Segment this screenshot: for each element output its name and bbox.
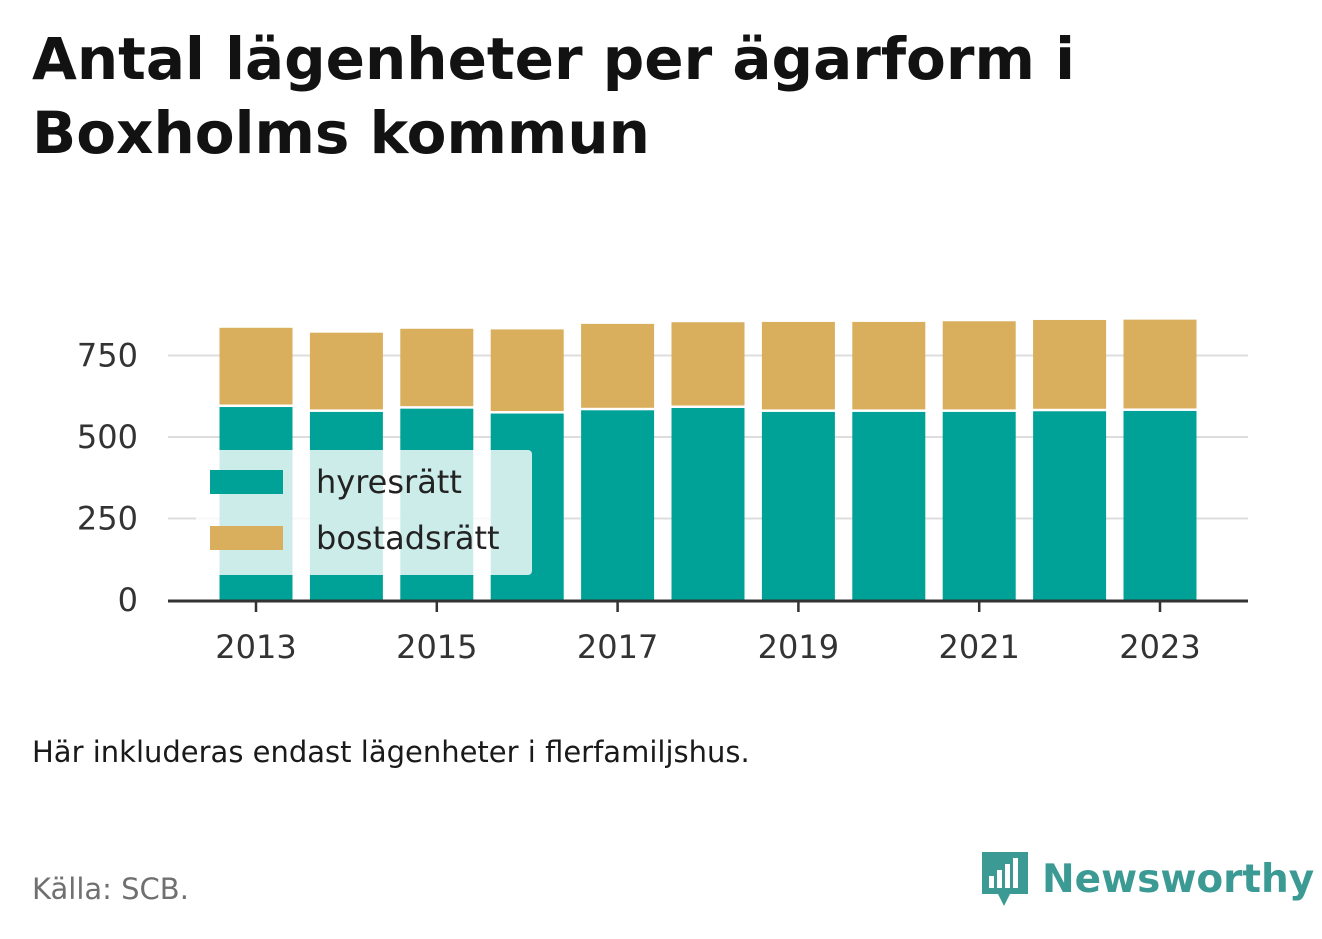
bar-hyresratt (852, 411, 926, 600)
x-tick-label: 2013 (215, 628, 296, 666)
chart-note: Här inkluderas endast lägenheter i flerf… (32, 735, 750, 769)
bar-bostadsratt (1123, 319, 1197, 409)
bar-chart: 0 250 500 750 2013 2015 2017 2019 2021 2023 hyres… (77, 319, 1248, 666)
bar-bostadsratt (671, 322, 745, 406)
legend-label: bostadsrätt (316, 519, 500, 557)
legend-swatch (210, 470, 283, 494)
bar-bostadsratt (219, 327, 293, 405)
source-text: Källa: SCB. (32, 872, 189, 906)
bar-bostadsratt (1033, 319, 1107, 409)
y-tick-label: 500 (77, 418, 138, 456)
y-tick-label: 250 (77, 500, 138, 538)
bar-bostadsratt (761, 321, 835, 410)
axes: 0 250 500 750 2013 2015 2017 2019 2021 2023 (77, 337, 1248, 666)
brand-name: Newsworthy (1042, 856, 1315, 902)
bar-hyresratt (942, 411, 1016, 600)
legend-label: hyresrätt (316, 463, 462, 501)
bar-hyresratt (671, 408, 745, 600)
x-tick-label: 2015 (396, 628, 477, 666)
x-tick-label: 2017 (577, 628, 658, 666)
brand-logo: Newsworthy (980, 850, 1314, 908)
x-tick-label: 2023 (1119, 628, 1200, 666)
bar-bostadsratt (309, 332, 383, 410)
legend-swatch (210, 526, 283, 550)
bar-bostadsratt (490, 329, 564, 412)
bar-hyresratt (1033, 411, 1107, 600)
bar-bostadsratt (400, 328, 474, 407)
bar-bostadsratt (581, 323, 655, 408)
bar-hyresratt (1123, 410, 1197, 600)
x-tick-label: 2021 (938, 628, 1019, 666)
y-tick-label: 0 (118, 581, 138, 619)
legend: hyresrätt bostadsrätt (196, 450, 532, 575)
x-tick-label: 2019 (758, 628, 839, 666)
bar-bostadsratt (852, 321, 926, 410)
y-tick-label: 750 (77, 337, 138, 375)
bar-bostadsratt (942, 321, 1016, 410)
newsworthy-logo-icon (982, 852, 1028, 906)
chart-title: Antal lägenheter per ägarform i Boxholms… (32, 25, 1076, 167)
bar-hyresratt (581, 410, 655, 600)
bar-hyresratt (761, 411, 835, 600)
